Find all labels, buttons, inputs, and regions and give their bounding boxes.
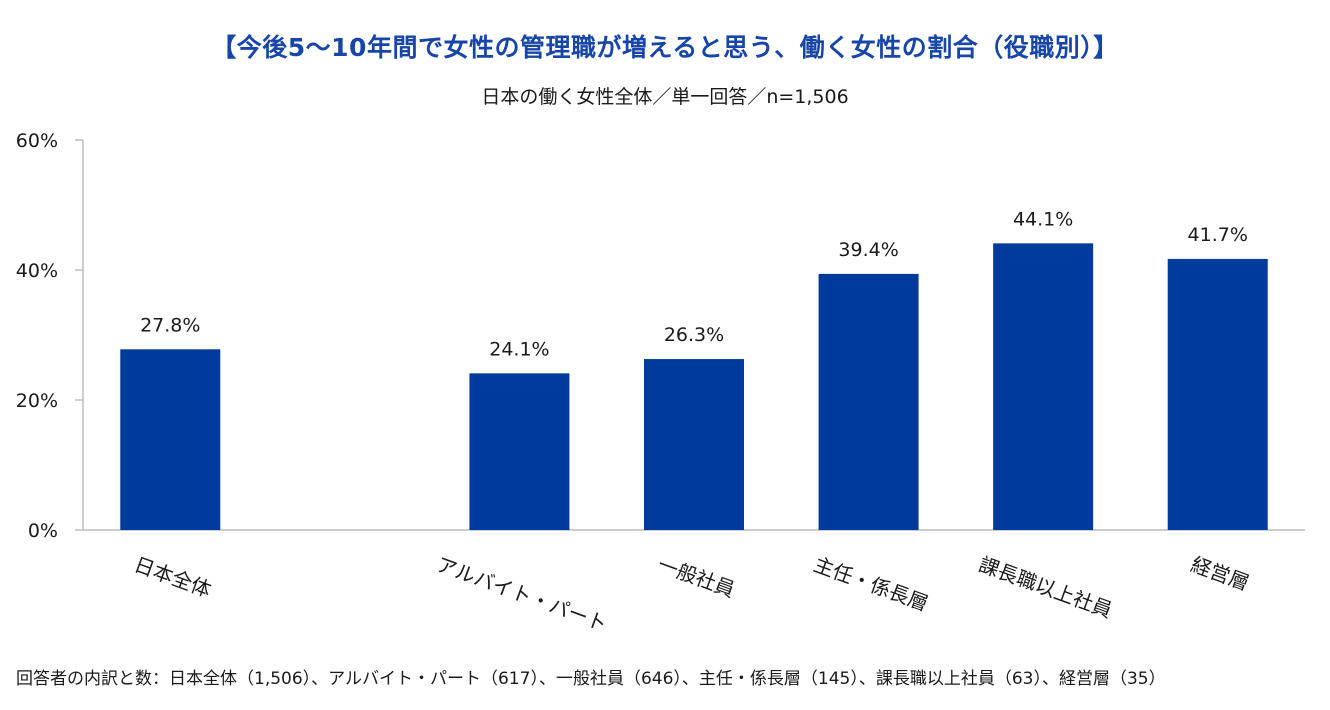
category-label: アルバイト・パート (433, 552, 610, 636)
respondent-breakdown-note: 回答者の内訳と数：日本全体（1,506）、アルバイト・パート（617）、一般社員… (16, 669, 1166, 689)
y-tick-label: 60% (16, 130, 58, 152)
y-tick-label: 40% (16, 260, 58, 282)
bar (644, 359, 744, 530)
y-tick-label: 20% (16, 390, 58, 412)
data-label: 27.8% (140, 314, 200, 336)
category-label: 主任・係長層 (810, 552, 931, 616)
bar (1167, 258, 1268, 530)
category-label: 一般社員 (655, 552, 738, 602)
y-tick-label: 0% (28, 520, 58, 542)
data-labels: 27.8% 24.1% 26.3% 39.4% 44.1% 41.7% (140, 208, 1248, 360)
data-label: 24.1% (489, 338, 549, 360)
category-label: 課長職以上社員 (976, 552, 1116, 622)
bar (993, 243, 1094, 530)
data-label: 41.7% (1188, 224, 1248, 246)
category-label: 経営層 (1188, 552, 1253, 595)
category-labels: 日本全体 アルバイト・パート 一般社員 主任・係長層 課長職以上社員 経営層 (131, 552, 1252, 636)
bar (120, 349, 221, 530)
chart-title: 【今後5〜10年間で女性の管理職が増えると思う、働く女性の割合（役職別）】 (211, 33, 1119, 62)
data-label: 39.4% (838, 239, 898, 261)
chart-subtitle: 日本の働く女性全体／単一回答／n=1,506 (481, 86, 849, 108)
data-label: 44.1% (1013, 208, 1073, 230)
bar (818, 273, 919, 530)
bar-series (120, 243, 1268, 530)
category-label: 日本全体 (131, 552, 214, 602)
bar (469, 373, 570, 530)
data-label: 26.3% (664, 324, 724, 346)
